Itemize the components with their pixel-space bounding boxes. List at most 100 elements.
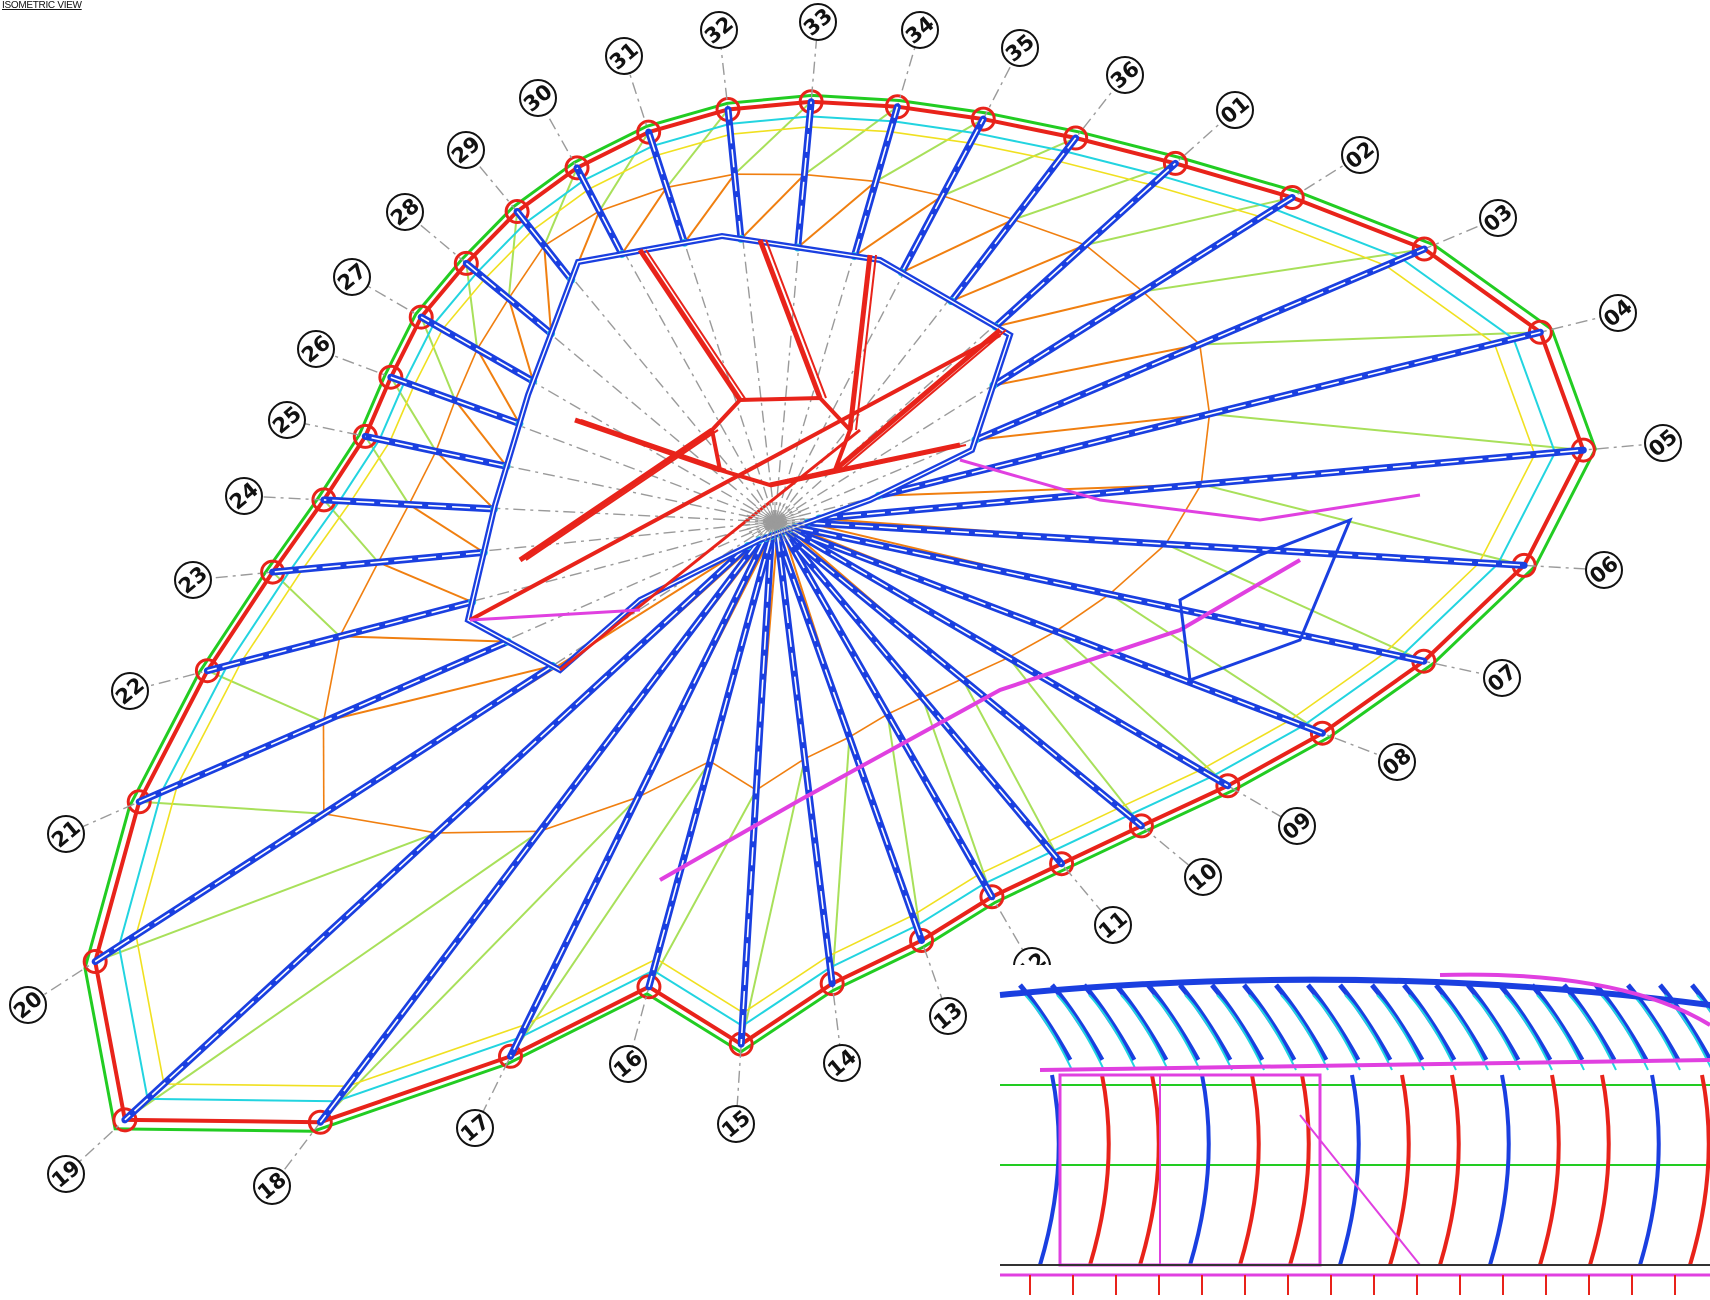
inset-roof-rib <box>1530 983 1585 1062</box>
bracing-member <box>543 245 553 334</box>
inset-column-arch <box>1538 1074 1561 1266</box>
purlin-member <box>1164 483 1202 545</box>
rib-end-hoop <box>112 1107 138 1133</box>
bracing-member <box>94 831 437 963</box>
grid-bubble <box>799 3 837 41</box>
grid-bubble <box>111 672 149 710</box>
purlin-member <box>755 757 806 791</box>
inset-roof-rib-chord <box>1472 994 1521 1071</box>
bracing-member <box>1209 413 1584 452</box>
primary-rib-inner-line <box>207 601 473 672</box>
inset-roof-edge <box>999 976 1710 1008</box>
hub-starburst <box>748 511 776 523</box>
inset-roof-rib-chord <box>1088 994 1137 1071</box>
bracing-member <box>454 399 508 467</box>
purlin-member <box>1055 593 1110 632</box>
inset-roof-rib-chord <box>1120 994 1169 1071</box>
bracing-member <box>465 263 479 350</box>
bracing-member <box>124 830 541 1121</box>
grid-bubble <box>47 815 85 853</box>
hub-starburst <box>748 521 776 533</box>
bracing-member <box>797 180 877 249</box>
bracing-member <box>323 664 553 723</box>
inset-brace <box>1299 1114 1421 1266</box>
purlin-member <box>666 173 735 189</box>
grid-bubble <box>9 986 47 1024</box>
primary-rib-inner-line <box>994 162 1176 328</box>
view-title: ISOMETRIC VIEW <box>2 0 82 11</box>
grid-bubble <box>901 11 939 49</box>
purlin-member <box>1084 244 1144 293</box>
grid-bubble <box>297 330 335 368</box>
central-truss-chord <box>765 239 827 399</box>
primary-rib <box>387 373 523 428</box>
purlin-member <box>508 245 545 299</box>
inset-roof-rib-chord <box>1376 994 1425 1071</box>
hub-starburst <box>745 521 776 526</box>
primary-rib-inner-line <box>950 137 1077 302</box>
purlin-member <box>942 195 1014 221</box>
grid-bubble <box>609 1045 647 1083</box>
central-truss <box>559 428 861 672</box>
rib-end-hoop <box>970 106 996 132</box>
purlin-member <box>804 173 876 183</box>
purlin-member <box>1199 344 1211 415</box>
grid-bubble <box>700 11 738 49</box>
central-truss <box>847 254 873 431</box>
bracing-member <box>740 758 806 1045</box>
grid-bubble <box>1585 551 1623 589</box>
grid-bubble <box>1216 91 1254 129</box>
primary-rib-inner-line <box>365 435 507 468</box>
inset-roof-rib <box>1178 983 1233 1062</box>
bracing-member <box>975 413 1210 441</box>
primary-rib-inner-line <box>319 539 761 1123</box>
elevation-inset <box>999 965 1710 1300</box>
grid-bubble <box>174 561 212 599</box>
grid-bubble <box>1479 199 1517 237</box>
inset-column-arch <box>1388 1074 1411 1266</box>
inset-column-arch <box>1288 1074 1311 1266</box>
central-truss-chord <box>840 329 1007 471</box>
bracing-member <box>875 118 984 183</box>
primary-rib-inner-line <box>94 665 553 963</box>
inset-column-arch <box>1338 1074 1361 1266</box>
bracing-member <box>139 800 324 815</box>
inset-roof-rib <box>1242 983 1297 1062</box>
primary-rib-inner-line <box>138 640 509 803</box>
primary-rib-inner-line <box>516 211 572 281</box>
inset-roof-rib-chord <box>1408 994 1457 1071</box>
primary-rib-inner-line <box>853 106 899 257</box>
primary-rib-inner-line <box>420 316 534 382</box>
primary-rib-inner-line <box>992 196 1293 387</box>
inset-column-arch <box>1088 1074 1111 1266</box>
facade-beam <box>959 458 1421 522</box>
primary-rib-inner-line <box>819 449 1584 520</box>
rib-end-hoop <box>909 927 935 953</box>
purlin-member <box>435 400 456 452</box>
bracing-member <box>961 678 1063 865</box>
grid-bubble <box>1378 743 1416 781</box>
hub-starburst <box>774 521 786 542</box>
grid-bubble <box>717 1105 755 1143</box>
purlin-member <box>1142 290 1201 346</box>
primary-rib-inner-line <box>796 101 812 248</box>
leader-line <box>718 29 776 523</box>
hub-starburst <box>774 521 799 536</box>
rib-end-hoop <box>1309 720 1335 746</box>
bracing-member <box>507 298 535 382</box>
inset-roof-rib <box>1306 983 1361 1062</box>
leader-line <box>465 149 776 523</box>
inset-column-arch <box>1438 1074 1461 1266</box>
primary-rib-inner-line <box>900 118 984 273</box>
purlin-member <box>804 736 850 760</box>
hub-starburst <box>751 508 776 523</box>
central-truss <box>518 427 714 563</box>
grid-bubble <box>823 1044 861 1082</box>
bracing-member <box>206 669 324 723</box>
rib-end-hoop <box>307 1109 333 1135</box>
inset-column-arch <box>1238 1074 1261 1266</box>
grid-bubble <box>253 1167 291 1205</box>
bracing-member <box>621 186 668 255</box>
bracing-member <box>683 173 736 244</box>
grid-bubble <box>47 1155 85 1193</box>
